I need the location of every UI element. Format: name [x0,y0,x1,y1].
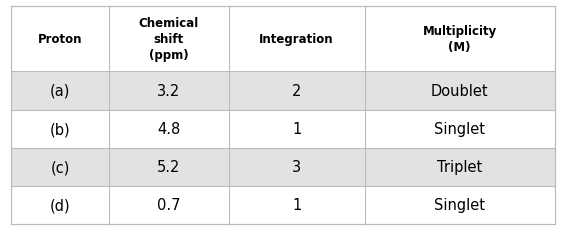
Bar [365,7,555,72]
Text: Chemical
shift
(ppm): Chemical shift (ppm) [139,17,199,62]
Text: Integration: Integration [259,33,334,46]
Bar [109,72,229,110]
Text: 4.8: 4.8 [157,122,181,137]
Bar [11,186,109,224]
Text: Multiplicity
(M): Multiplicity (M) [422,25,497,54]
Text: (a): (a) [50,84,70,99]
Bar [109,186,229,224]
Text: Proton: Proton [38,33,83,46]
Text: Triplet: Triplet [437,160,482,175]
Text: (c): (c) [50,160,70,175]
Text: 0.7: 0.7 [157,198,181,213]
Text: 3.2: 3.2 [157,84,181,99]
Text: 3: 3 [292,160,301,175]
Bar [365,186,555,224]
Text: 1: 1 [292,198,301,213]
Bar [11,72,109,110]
Bar [229,148,365,186]
Bar [229,72,365,110]
Bar [229,186,365,224]
Text: 1: 1 [292,122,301,137]
Bar [109,7,229,72]
Text: (b): (b) [50,122,71,137]
Bar [11,110,109,148]
Bar [365,72,555,110]
Text: 2: 2 [292,84,301,99]
Bar [365,110,555,148]
Text: (d): (d) [50,198,71,213]
Text: Singlet: Singlet [434,122,485,137]
Bar [229,110,365,148]
Bar [109,110,229,148]
Text: 5.2: 5.2 [157,160,181,175]
Text: Doublet: Doublet [431,84,488,99]
Bar [365,148,555,186]
Bar [11,7,109,72]
Text: Singlet: Singlet [434,198,485,213]
Bar [229,7,365,72]
Bar [11,148,109,186]
Bar [109,148,229,186]
